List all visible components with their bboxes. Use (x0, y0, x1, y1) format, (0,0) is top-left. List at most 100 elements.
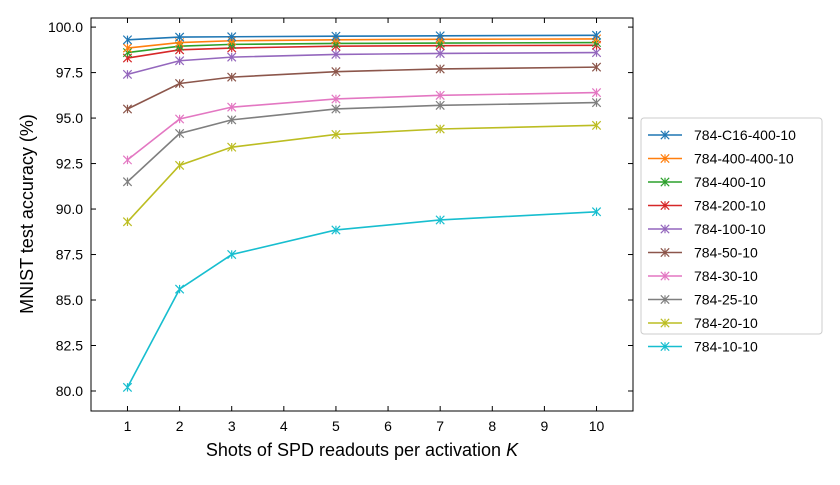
data-point (122, 155, 133, 165)
legend-swatch-marker (660, 318, 670, 328)
legend-label: 784-C16-400-10 (694, 127, 796, 143)
series-line (126, 210, 597, 388)
x-tick-label: 3 (228, 418, 236, 434)
legend-label: 784-400-10 (694, 174, 766, 190)
series-784-30-10 (122, 87, 602, 165)
data-point (591, 120, 602, 130)
x-tick-label: 7 (436, 418, 444, 434)
data-point (227, 32, 237, 42)
series-784-20-10 (122, 120, 602, 227)
data-point (174, 56, 185, 66)
legend-swatch-marker (660, 130, 670, 140)
legend-swatch-marker (660, 153, 670, 164)
y-axis-label: MNIST test accuracy (%) (17, 114, 37, 314)
series-784-C16-400-10 (122, 30, 602, 45)
data-point (174, 284, 185, 294)
legend-label: 784-100-10 (694, 221, 766, 237)
legend-label: 784-20-10 (694, 315, 758, 331)
legend-box (640, 117, 823, 335)
data-point (174, 32, 185, 42)
y-tick-label: 100.0 (48, 19, 83, 35)
series-784-25-10 (122, 97, 602, 187)
legend-item: 784-20-10 (648, 315, 758, 331)
series-line (126, 101, 597, 183)
data-point (435, 215, 445, 225)
data-point (591, 87, 602, 98)
legend-item: 784-30-10 (648, 268, 758, 284)
data-point (122, 43, 133, 53)
legend-item: 784-100-10 (648, 221, 766, 237)
data-point (174, 160, 185, 170)
x-axis-label-text: Shots of SPD readouts per activation (206, 440, 506, 460)
data-point (331, 129, 341, 140)
series-line (127, 66, 597, 110)
y-tick-label: 87.5 (56, 247, 83, 263)
data-point (435, 90, 445, 100)
y-tick-label: 80.0 (56, 383, 83, 399)
legend-label: 784-50-10 (694, 245, 758, 261)
legend-item: 784-400-10 (648, 174, 766, 190)
data-point (435, 64, 445, 74)
series-line (127, 51, 597, 76)
legend-swatch-marker (660, 341, 670, 352)
x-tick-label: 9 (541, 418, 549, 434)
data-point (122, 104, 133, 114)
data-point (435, 31, 445, 41)
data-point (331, 67, 341, 77)
y-axis-ticks: 80.0 82.5 85.0 87.5 90.0 92.5 95.0 97.5 100.0 (48, 19, 633, 399)
data-point (122, 69, 133, 80)
series-784-100-10 (122, 47, 602, 80)
data-point (591, 207, 602, 217)
plot-area (90, 17, 634, 412)
data-point (227, 52, 237, 62)
x-tick-label: 8 (488, 418, 496, 434)
y-tick-label: 95.0 (56, 110, 83, 126)
data-point (122, 382, 133, 392)
legend: 784-C16-400-10 784-400-400-10 784-400-10 78… (640, 117, 823, 355)
legend-item: 784-400-400-10 (648, 151, 794, 167)
legend-swatch-marker (660, 271, 670, 281)
y-tick-label: 82.5 (56, 338, 83, 354)
legend-swatch-marker (660, 224, 670, 234)
y-tick-label: 85.0 (56, 292, 83, 308)
legend-swatch-marker (660, 200, 670, 211)
x-axis-label: Shots of SPD readouts per activation K (206, 440, 519, 460)
x-axis-ticks: 1 2 3 4 5 6 7 8 9 10 (124, 18, 605, 434)
data-point (174, 128, 185, 139)
legend-item: 784-10-10 (648, 339, 758, 355)
x-tick-label: 1 (124, 418, 132, 434)
data-point (435, 100, 445, 110)
series-line (127, 34, 597, 41)
series-line (127, 38, 597, 49)
data-point (591, 30, 602, 40)
data-point (331, 94, 341, 104)
x-tick-label: 10 (589, 418, 605, 434)
legend-swatch-marker (660, 294, 670, 305)
series-line (127, 41, 597, 54)
legend-item: 784-C16-400-10 (648, 127, 796, 143)
x-tick-label: 4 (280, 418, 288, 434)
y-tick-label: 92.5 (56, 156, 83, 172)
x-tick-label: 2 (176, 418, 184, 434)
data-point (435, 124, 445, 134)
series-784-50-10 (122, 62, 602, 114)
x-tick-label: 5 (332, 418, 340, 434)
data-point (591, 97, 602, 108)
series-line (126, 124, 597, 223)
data-point (591, 62, 602, 72)
legend-item: 784-200-10 (648, 198, 766, 214)
data-point (174, 114, 185, 124)
data-point (331, 225, 341, 235)
data-point (435, 48, 445, 59)
series-784-10-10 (122, 207, 602, 392)
series-line (126, 91, 597, 161)
data-point (591, 47, 602, 58)
legend-label: 784-30-10 (694, 268, 758, 284)
data-point (227, 115, 237, 125)
data-point (122, 217, 133, 227)
data-point (227, 72, 237, 82)
data-point (227, 249, 237, 260)
series-line (127, 44, 597, 59)
legend-label: 784-200-10 (694, 198, 766, 214)
